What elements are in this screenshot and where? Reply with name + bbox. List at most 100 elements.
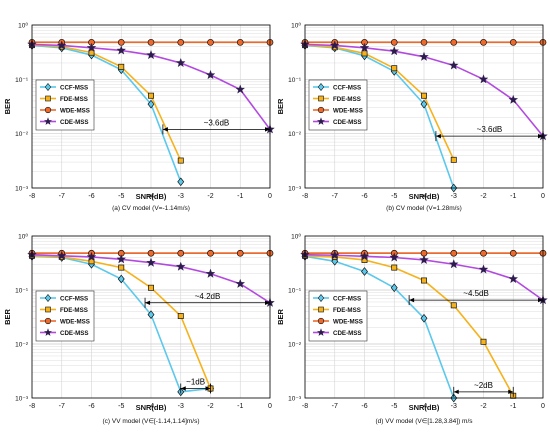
legend-marker	[44, 328, 52, 336]
arrow-head	[453, 389, 459, 395]
x-tick-label: -4	[421, 193, 427, 200]
x-tick-label: -2	[207, 403, 213, 410]
legend-marker	[318, 306, 324, 313]
arrow-head	[265, 127, 270, 132]
legend-label: CCF-MSS	[333, 84, 361, 91]
data-point	[116, 45, 127, 55]
data-point	[361, 267, 368, 276]
arrow-head	[409, 297, 415, 303]
legend-label: FDE-MSS	[60, 307, 88, 314]
y-tick-label: 10⁻²	[15, 131, 29, 138]
chart-panel-3: -8 -7 -6 -5 -4 -3 -2 -1 0 10⁻³ 10⁻² 10⁻¹ 10⁰ ~4.2dB ~1…	[3, 233, 275, 425]
x-axis-label: SNR(dB)	[136, 403, 167, 412]
legend-label: WDE-MSS	[60, 318, 90, 325]
x-tick-label: -1	[237, 193, 243, 200]
legend-marker	[44, 294, 52, 302]
arrow-head	[508, 389, 514, 395]
legend-marker	[44, 117, 52, 125]
arrow-head	[538, 133, 543, 139]
data-point	[205, 268, 216, 278]
legend-label: CCF-MSS	[333, 295, 361, 302]
y-tick-label: 10⁻³	[15, 396, 29, 403]
arrow-head	[435, 133, 441, 139]
x-tick-label: -7	[59, 193, 65, 200]
x-tick-label: -5	[391, 193, 397, 200]
annotation-label: ~4.5dB	[463, 289, 489, 298]
x-tick-label: 0	[268, 403, 272, 410]
data-point	[86, 42, 97, 52]
x-tick-label: -6	[88, 403, 94, 410]
y-tick-label: 10⁻³	[288, 186, 302, 193]
data-point	[419, 254, 429, 265]
y-tick-label: 10⁰	[18, 233, 28, 241]
legend-label: CDE-MSS	[333, 119, 362, 126]
annotation-label: ~4.2dB	[195, 292, 221, 301]
legend-marker	[45, 306, 51, 313]
x-tick-label: -1	[510, 193, 516, 200]
chart-panel-4: -8 -7 -6 -5 -4 -3 -2 -1 0 10⁻³ 10⁻² 10⁻¹ 10⁰ ~4.5dB ~2…	[276, 233, 548, 425]
x-tick-label: -2	[480, 403, 486, 410]
x-tick-label: -7	[59, 403, 65, 410]
data-point	[508, 273, 519, 284]
legend: CCF-MSS FDE-MSS WDE-MSS CDE-MSS	[308, 79, 368, 131]
x-tick-label: -1	[510, 403, 516, 410]
x-tick-label: -2	[480, 193, 486, 200]
series-line	[31, 44, 182, 183]
data-point	[448, 259, 459, 269]
data-point	[117, 38, 125, 46]
data-point	[146, 257, 156, 267]
data-point	[146, 50, 156, 60]
data-point	[329, 250, 340, 260]
legend-marker	[318, 95, 324, 102]
arrow-head	[538, 297, 543, 303]
data-point	[508, 94, 519, 104]
x-tick-label: 0	[268, 193, 272, 200]
data-point	[118, 264, 125, 271]
y-tick-label: 10⁻¹	[15, 77, 29, 84]
data-point	[389, 46, 400, 56]
series-wde-mss	[301, 38, 547, 46]
data-point	[478, 74, 489, 84]
series-line	[304, 44, 455, 161]
data-point	[450, 249, 458, 257]
x-tick-label: -6	[361, 193, 367, 200]
data-point	[117, 274, 125, 284]
data-point	[421, 277, 427, 284]
data-point	[390, 38, 398, 46]
y-tick-label: 10⁻³	[288, 396, 302, 403]
x-tick-label: -3	[451, 193, 457, 200]
data-point	[420, 313, 428, 323]
x-tick-label: -5	[118, 193, 124, 200]
x-tick-label: -7	[332, 193, 338, 200]
data-point	[391, 264, 398, 271]
x-tick-label: -4	[421, 403, 427, 410]
data-point	[177, 313, 184, 319]
data-point	[175, 261, 186, 271]
plot-frame	[31, 235, 271, 399]
x-tick-label: -8	[302, 193, 308, 200]
x-axis-label: SNR(dB)	[136, 192, 167, 201]
x-tick-label: -4	[148, 193, 154, 200]
x-tick-label: -7	[332, 403, 338, 410]
data-point	[509, 249, 517, 257]
data-point	[177, 177, 185, 187]
y-axis-label: BER	[3, 98, 12, 114]
data-point	[359, 42, 370, 52]
x-tick-label: 0	[541, 403, 545, 410]
legend-marker	[44, 83, 52, 91]
data-point	[478, 264, 489, 274]
panel-caption: (c) VV model (V∈[-1.14,1.14]m/s)	[102, 418, 199, 425]
x-axis-label: SNR(dB)	[409, 403, 440, 412]
legend-box	[308, 290, 368, 342]
annotation-label: ~1dB	[186, 377, 205, 386]
y-tick-label: 10⁰	[291, 233, 301, 241]
y-tick-label: 10⁰	[291, 22, 301, 30]
data-point	[361, 50, 368, 57]
data-point	[419, 51, 429, 61]
data-point	[177, 157, 184, 164]
x-axis-label: SNR(dB)	[409, 192, 440, 201]
y-tick-label: 10⁰	[18, 22, 28, 30]
data-point	[236, 249, 244, 257]
x-tick-label: -5	[391, 403, 397, 410]
